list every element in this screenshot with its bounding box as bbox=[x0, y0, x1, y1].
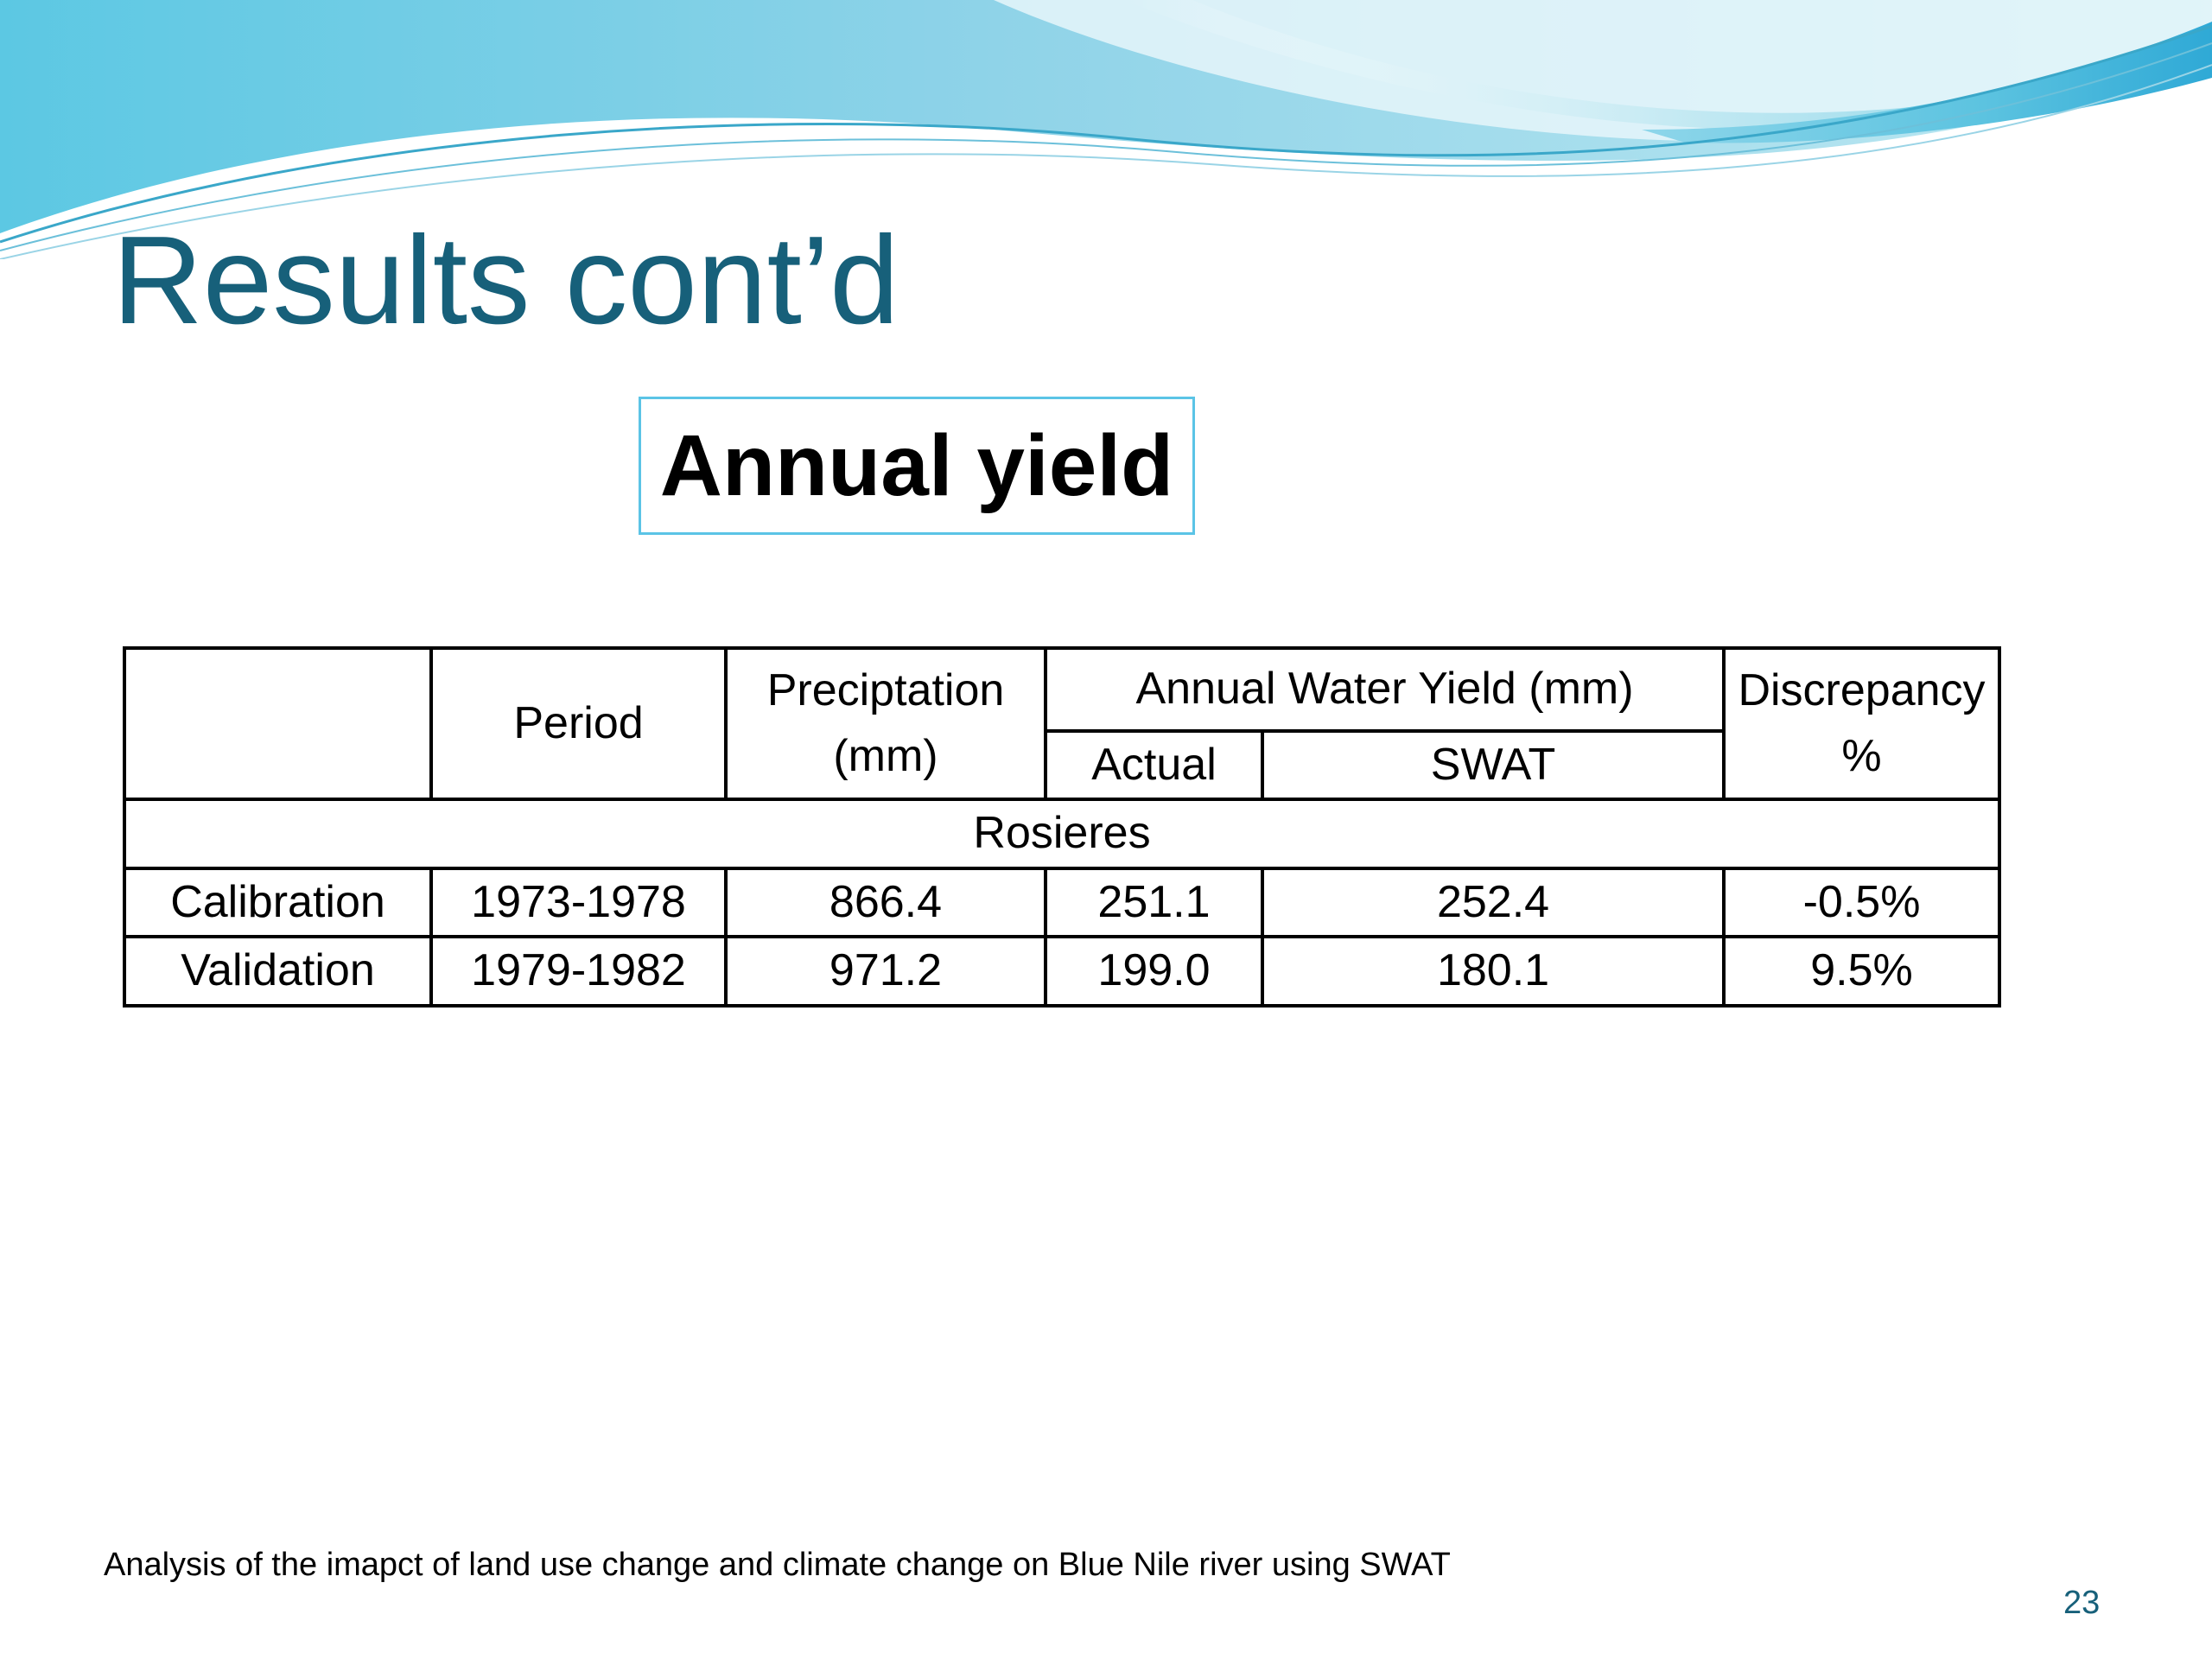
header-blank-cell bbox=[123, 645, 433, 802]
header-wave-decoration bbox=[0, 0, 2212, 259]
cell-actual: 251.1 bbox=[1044, 866, 1264, 939]
header-swat: SWAT bbox=[1260, 728, 1726, 802]
subtitle-box: Annual yield bbox=[639, 397, 1195, 535]
header-discrepancy-line2: % bbox=[1841, 730, 1882, 781]
table-subheader-row: Actual SWAT bbox=[124, 728, 1999, 802]
cell-swat: 252.4 bbox=[1260, 866, 1726, 939]
header-actual: Actual bbox=[1044, 728, 1264, 802]
header-discrepancy-line1: Discrepancy bbox=[1738, 665, 1986, 716]
header-precipitation-line2: (mm) bbox=[833, 730, 938, 781]
header-period: Period bbox=[429, 645, 728, 802]
header-precipitation: Preciptation (mm) bbox=[724, 645, 1047, 802]
annual-yield-table: Period Preciptation (mm) Annual Water Yi… bbox=[122, 645, 2002, 1007]
table-row: Validation 1979-1982 971.2 199.0 180.1 9… bbox=[123, 935, 2002, 1007]
footer-text: Analysis of the imapct of land use chang… bbox=[104, 1547, 1451, 1583]
subtitle-text: Annual yield bbox=[659, 416, 1174, 514]
row-label: Validation bbox=[123, 935, 433, 1007]
row-label: Calibration bbox=[123, 866, 433, 939]
cell-swat: 180.1 bbox=[1260, 935, 1726, 1007]
page-number: 23 bbox=[2063, 1585, 2101, 1621]
cell-actual: 199.0 bbox=[1044, 935, 1264, 1007]
header-precipitation-line1: Preciptation bbox=[766, 665, 1005, 716]
table-group-row: Rosieres bbox=[122, 798, 2002, 870]
cell-period: 1973-1978 bbox=[429, 866, 728, 939]
group-label-rosieres: Rosieres bbox=[122, 798, 2002, 870]
header-annual-water-yield: Annual Water Yield (mm) bbox=[1043, 646, 1726, 733]
cell-discrepancy: 9.5% bbox=[1722, 935, 2002, 1007]
cell-discrepancy: -0.5% bbox=[1722, 866, 2002, 939]
slide-title: Results cont’d bbox=[112, 210, 899, 350]
cell-precipitation: 971.2 bbox=[724, 935, 1047, 1007]
header-discrepancy: Discrepancy % bbox=[1722, 645, 2002, 802]
cell-period: 1979-1982 bbox=[429, 935, 728, 1007]
table-row: Calibration 1973-1978 866.4 251.1 252.4 … bbox=[123, 866, 2002, 939]
table-header-row: Period Preciptation (mm) Annual Water Yi… bbox=[123, 645, 2002, 802]
cell-precipitation: 866.4 bbox=[724, 866, 1047, 939]
